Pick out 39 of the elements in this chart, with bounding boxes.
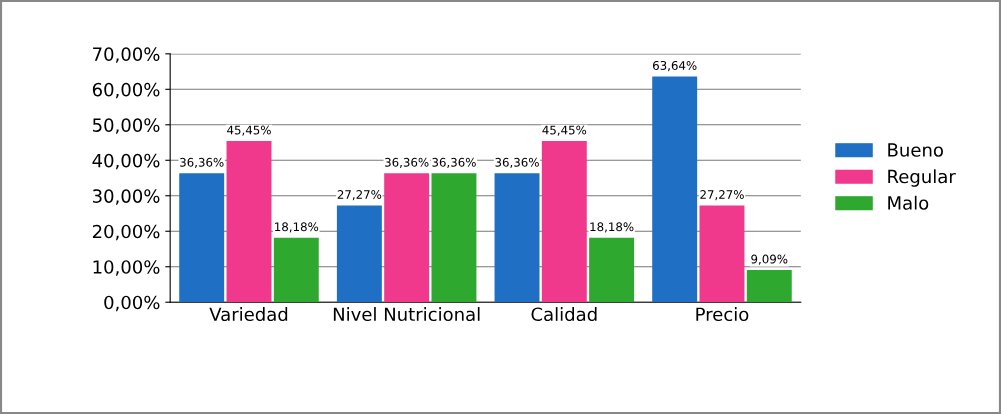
- bar: [746, 269, 792, 303]
- data-label: 63,64%: [652, 61, 697, 72]
- bar: [541, 140, 587, 303]
- data-label: 9,09%: [751, 254, 788, 265]
- y-tick-label: 20,00%: [92, 224, 160, 241]
- y-tick-label: 50,00%: [93, 118, 160, 134]
- data-label: 45,45%: [542, 125, 587, 136]
- data-label: 45,45%: [227, 125, 271, 136]
- y-tick-label: 70,00%: [93, 47, 160, 63]
- bar: [179, 173, 225, 303]
- y-tick-label: 30,00%: [92, 189, 160, 205]
- x-tick-label: Precio: [696, 307, 749, 322]
- bar: [226, 140, 272, 303]
- y-tick-label: 60,00%: [92, 82, 160, 99]
- bar: [494, 173, 540, 303]
- data-label: 27,27%: [337, 190, 382, 201]
- bar: [589, 237, 635, 303]
- bar: [652, 76, 698, 303]
- legend-label: Regular: [888, 169, 956, 187]
- data-label: 18,18%: [590, 222, 634, 233]
- data-label: 36,36%: [180, 157, 224, 168]
- data-label: 36,36%: [385, 157, 429, 168]
- data-label: 27,27%: [700, 190, 744, 201]
- legend-label: Bueno: [888, 143, 943, 157]
- bar: [273, 237, 319, 303]
- x-tick-label: Variedad: [209, 307, 288, 322]
- data-label: 36,36%: [432, 157, 476, 168]
- bar: [384, 173, 430, 303]
- x-tick-label: Nivel Nutricional: [333, 307, 480, 322]
- bar: [699, 205, 745, 303]
- y-tick-label: 0,00%: [104, 295, 160, 312]
- y-tick-label: 10,00%: [93, 260, 160, 276]
- x-tick-label: Calidad: [531, 307, 597, 322]
- y-tick-label: 40,00%: [92, 153, 160, 170]
- bar: [336, 205, 382, 303]
- legend-label: Malo: [888, 195, 929, 210]
- data-label: 18,18%: [275, 222, 319, 233]
- data-label: 36,36%: [495, 157, 539, 168]
- bar: [431, 173, 477, 303]
